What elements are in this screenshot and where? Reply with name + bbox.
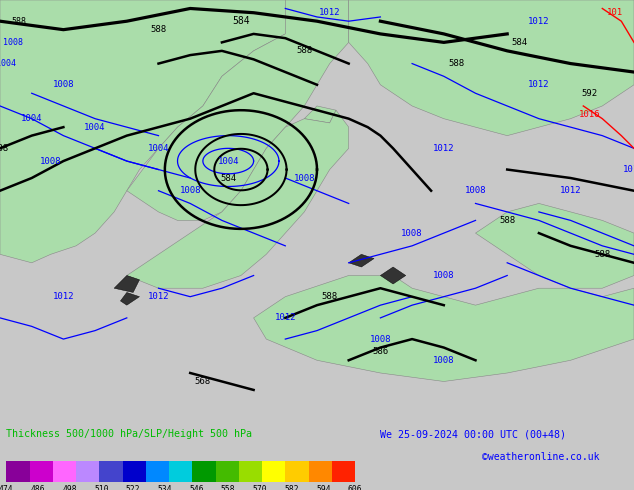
- Bar: [169, 461, 192, 482]
- Text: Thickness 500/1000 hPa/SLP/Height 500 hPa: Thickness 500/1000 hPa/SLP/Height 500 hP…: [6, 429, 252, 439]
- Text: 588: 588: [594, 250, 611, 259]
- Text: 1008: 1008: [433, 271, 455, 280]
- Text: 606: 606: [347, 485, 363, 490]
- Text: 1012: 1012: [528, 17, 550, 25]
- Text: 474: 474: [0, 485, 14, 490]
- Polygon shape: [304, 106, 336, 123]
- Text: 1012: 1012: [319, 8, 340, 17]
- Polygon shape: [127, 110, 349, 288]
- Polygon shape: [349, 0, 634, 136]
- Polygon shape: [127, 0, 349, 220]
- Bar: [332, 461, 355, 482]
- Text: 586: 586: [372, 347, 389, 356]
- Text: 584: 584: [512, 38, 528, 47]
- Text: 522: 522: [126, 485, 141, 490]
- Text: 588: 588: [296, 47, 313, 55]
- Text: 588: 588: [499, 216, 515, 225]
- Bar: [192, 461, 216, 482]
- Text: 1012: 1012: [275, 314, 296, 322]
- Text: 1008: 1008: [401, 229, 423, 238]
- Bar: [6, 461, 30, 482]
- Text: 101: 101: [607, 8, 623, 17]
- Text: 1008: 1008: [294, 173, 315, 182]
- Text: 1008: 1008: [3, 38, 23, 47]
- Bar: [239, 461, 262, 482]
- Text: 1008: 1008: [179, 186, 201, 195]
- Text: 588: 588: [321, 292, 338, 301]
- Text: We 25-09-2024 00:00 UTC (00+48): We 25-09-2024 00:00 UTC (00+48): [380, 429, 566, 439]
- Text: 1012: 1012: [53, 292, 74, 301]
- Text: 498: 498: [62, 485, 77, 490]
- Text: 1008: 1008: [370, 335, 391, 343]
- Text: 584: 584: [220, 173, 236, 182]
- Polygon shape: [349, 254, 374, 267]
- Bar: [53, 461, 76, 482]
- Text: 1016: 1016: [579, 110, 600, 119]
- Text: 1012: 1012: [528, 80, 550, 89]
- Polygon shape: [120, 293, 139, 305]
- Text: 1012: 1012: [433, 144, 455, 153]
- Bar: [76, 461, 100, 482]
- Text: 1008: 1008: [433, 356, 455, 365]
- Text: 1004: 1004: [84, 122, 106, 132]
- Text: 1004: 1004: [217, 157, 239, 166]
- Text: 1008: 1008: [40, 157, 61, 166]
- Text: 1012: 1012: [148, 292, 169, 301]
- Polygon shape: [0, 0, 285, 263]
- Text: 546: 546: [189, 485, 204, 490]
- Bar: [122, 461, 146, 482]
- Bar: [100, 461, 122, 482]
- Text: ©weatheronline.co.uk: ©weatheronline.co.uk: [482, 452, 599, 462]
- Bar: [216, 461, 239, 482]
- Text: 570: 570: [252, 485, 268, 490]
- Text: 584: 584: [232, 16, 250, 26]
- Text: 558: 558: [221, 485, 236, 490]
- Polygon shape: [476, 203, 634, 288]
- Text: 582: 582: [284, 485, 299, 490]
- Text: 594: 594: [316, 485, 331, 490]
- Bar: [309, 461, 332, 482]
- Text: 486: 486: [30, 485, 46, 490]
- Bar: [285, 461, 309, 482]
- Text: 1012: 1012: [560, 186, 581, 195]
- Text: 588: 588: [11, 17, 27, 25]
- Text: 588: 588: [0, 144, 8, 153]
- Text: 588: 588: [150, 25, 167, 34]
- Text: 1008: 1008: [53, 80, 74, 89]
- Bar: [146, 461, 169, 482]
- Bar: [262, 461, 285, 482]
- Bar: [30, 461, 53, 482]
- Polygon shape: [114, 275, 139, 293]
- Text: 1008: 1008: [465, 186, 486, 195]
- Text: 588: 588: [448, 59, 465, 68]
- Polygon shape: [380, 267, 406, 284]
- Text: 1004: 1004: [0, 59, 16, 68]
- Text: 1004: 1004: [21, 114, 42, 123]
- Text: 1012: 1012: [623, 165, 634, 174]
- Text: 510: 510: [94, 485, 109, 490]
- Text: 592: 592: [581, 89, 598, 98]
- Text: 568: 568: [195, 377, 211, 386]
- Text: 534: 534: [157, 485, 172, 490]
- Text: 1004: 1004: [148, 144, 169, 153]
- Polygon shape: [254, 275, 634, 381]
